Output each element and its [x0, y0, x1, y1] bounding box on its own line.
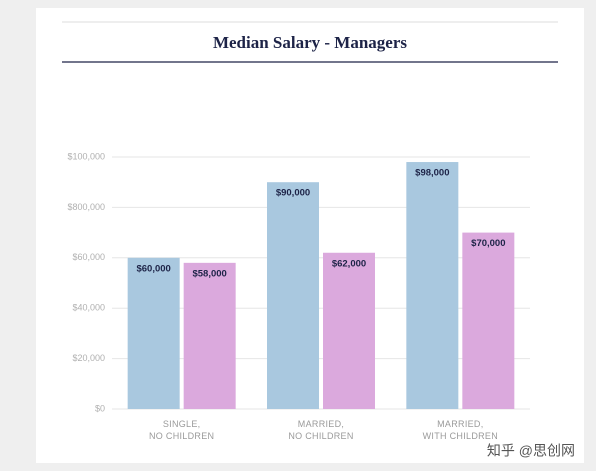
x-tick-label: MARRIED, NO CHILDREN [288, 419, 354, 441]
bar [267, 182, 319, 409]
bar [462, 232, 515, 409]
chart-title: Median Salary - Managers [213, 33, 407, 52]
bar [183, 262, 236, 409]
value-label: $98,000 [415, 168, 449, 179]
y-tick-label: $60,000 [72, 252, 105, 262]
value-label: $62,000 [332, 258, 366, 269]
value-label: $60,000 [136, 263, 170, 274]
value-label: $90,000 [276, 188, 310, 199]
bar [127, 257, 180, 409]
y-tick-label: $100,000 [67, 151, 105, 161]
x-tick-label: MARRIED, WITH CHILDREN [422, 419, 499, 441]
y-tick-label: $800,000 [67, 202, 105, 212]
y-tick-label: $20,000 [72, 353, 105, 363]
watermark: 知乎 @思创网 [487, 443, 575, 459]
bar [323, 252, 375, 409]
value-label: $58,000 [192, 268, 226, 279]
bar [406, 162, 459, 409]
y-tick-label: $0 [95, 403, 105, 413]
x-tick-label: SINGLE, NO CHILDREN [149, 419, 215, 441]
value-label: $70,000 [471, 238, 505, 249]
y-tick-label: $40,000 [72, 303, 105, 313]
